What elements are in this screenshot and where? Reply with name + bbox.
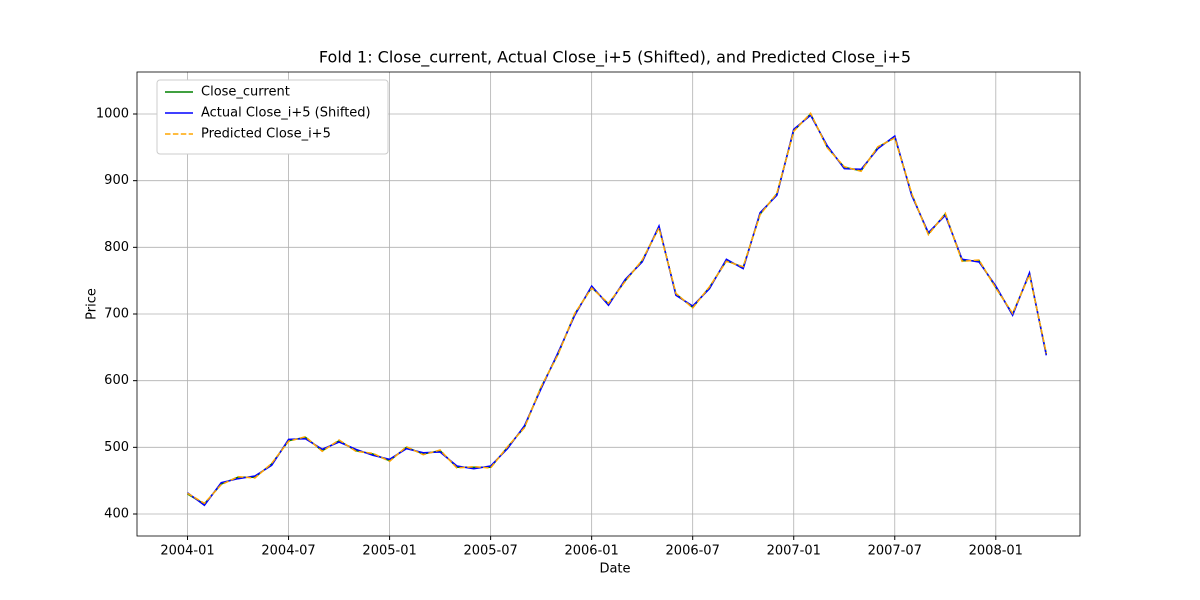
x-tick-label: 2007-07 <box>868 544 922 559</box>
x-tick-label: 2004-01 <box>160 544 214 559</box>
y-tick-label: 700 <box>104 307 129 322</box>
x-tick-label: 2006-01 <box>564 544 618 559</box>
x-tick-label: 2007-01 <box>767 544 821 559</box>
x-tick-label: 2006-07 <box>666 544 720 559</box>
plot-frame <box>136 71 1081 537</box>
series-line <box>187 111 1048 505</box>
legend-label: Predicted Close_i+5 <box>201 127 331 142</box>
x-tick-label: 2005-07 <box>463 544 517 559</box>
x-tick-label: 2005-01 <box>362 544 416 559</box>
x-tick-label: 2004-07 <box>261 544 315 559</box>
y-tick-label: 1000 <box>96 107 129 122</box>
legend-label: Close_current <box>201 85 290 100</box>
y-tick-label: 600 <box>104 373 129 388</box>
y-tick-label: 800 <box>104 240 129 255</box>
legend: Close_current Actual Close_i+5 (Shifted) P… <box>156 79 389 155</box>
chart-title: Fold 1: Close_current, Actual Close_i+5 … <box>319 48 911 68</box>
legend-box <box>156 79 389 155</box>
legend-label: Actual Close_i+5 (Shifted) <box>201 106 371 121</box>
x-axis-label: Date <box>599 562 630 577</box>
y-tick-label: 500 <box>104 440 129 455</box>
x-tick-label: 2008-01 <box>969 544 1023 559</box>
y-tick-label: 900 <box>104 173 129 188</box>
y-tick-label: 400 <box>104 507 129 522</box>
y-axis-label: Price <box>85 288 100 320</box>
